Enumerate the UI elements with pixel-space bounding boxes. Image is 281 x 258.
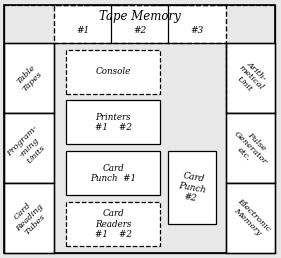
Bar [168, 151, 216, 224]
Bar [54, 5, 226, 43]
Bar [66, 50, 160, 93]
Text: Card
Punch
#2: Card Punch #2 [176, 171, 208, 205]
Text: Card
Reading
Tubes: Card Reading Tubes [8, 196, 51, 240]
Text: Tape Memory: Tape Memory [99, 10, 181, 23]
Text: Console: Console [96, 67, 131, 76]
Bar [4, 183, 54, 253]
Text: #3: #3 [191, 26, 204, 35]
Text: Card
Punch  #1: Card Punch #1 [90, 164, 136, 183]
Text: Pulse
Generator
etc.: Pulse Generator etc. [226, 123, 275, 173]
Text: Arith-
metical
Unit: Arith- metical Unit [230, 57, 271, 98]
Bar [4, 43, 54, 113]
Text: Table
Tapes: Table Tapes [14, 63, 44, 93]
Text: Card
Readers
#1    #2: Card Readers #1 #2 [95, 209, 132, 239]
Bar [226, 113, 275, 183]
Text: #2: #2 [133, 26, 146, 35]
Bar [226, 183, 275, 253]
Bar [226, 43, 275, 113]
Bar [66, 100, 160, 144]
Text: #1: #1 [76, 26, 89, 35]
Bar [66, 202, 160, 246]
Text: Printers
#1    #2: Printers #1 #2 [95, 113, 132, 132]
Bar [66, 151, 160, 195]
Bar [4, 113, 54, 183]
Text: Electronic
Memory: Electronic Memory [229, 197, 272, 239]
Text: Program-
-ming
Units: Program- -ming Units [6, 124, 53, 171]
